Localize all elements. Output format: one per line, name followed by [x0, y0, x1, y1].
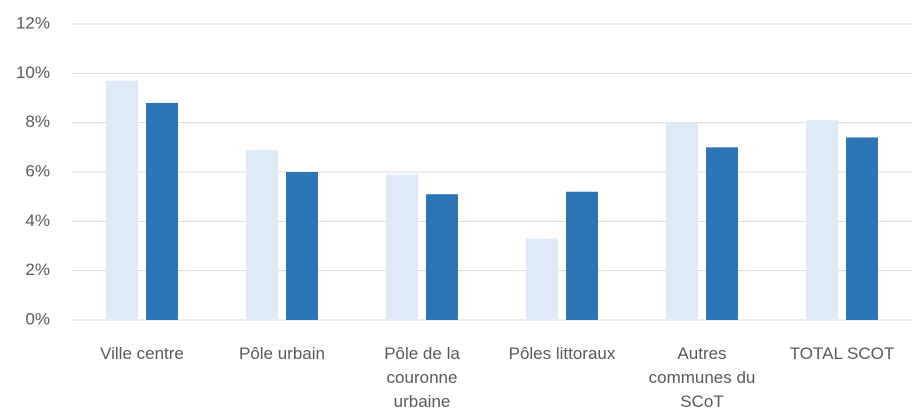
- y-tick-label: 2%: [25, 260, 50, 279]
- y-tick-label: 8%: [25, 112, 50, 131]
- y-tick-label: 4%: [25, 211, 50, 230]
- bar: [666, 122, 698, 321]
- bar: [426, 194, 458, 320]
- bar: [706, 147, 738, 320]
- bar: [806, 120, 838, 320]
- bar: [246, 149, 278, 320]
- bar: [846, 137, 878, 320]
- x-tick-label: TOTAL SCOT: [789, 344, 895, 363]
- bar: [526, 238, 558, 320]
- bar: [566, 191, 598, 320]
- x-tick-label: Pôle de la couronne urbaine: [384, 344, 460, 411]
- bar: [146, 102, 178, 320]
- bar: [286, 172, 318, 320]
- y-tick-label: 10%: [16, 63, 50, 82]
- x-tick-label: Autres communes du SCoT: [648, 344, 756, 411]
- y-tick-label: 6%: [25, 161, 50, 180]
- bar: [106, 80, 138, 320]
- bar: [386, 174, 418, 320]
- x-tick-label: Ville centre: [100, 344, 184, 363]
- y-tick-label: 12%: [16, 13, 50, 32]
- x-tick-label: Pôles littoraux: [508, 344, 616, 363]
- x-tick-label: Pôle urbain: [238, 344, 325, 363]
- y-tick-label: 0%: [25, 309, 50, 328]
